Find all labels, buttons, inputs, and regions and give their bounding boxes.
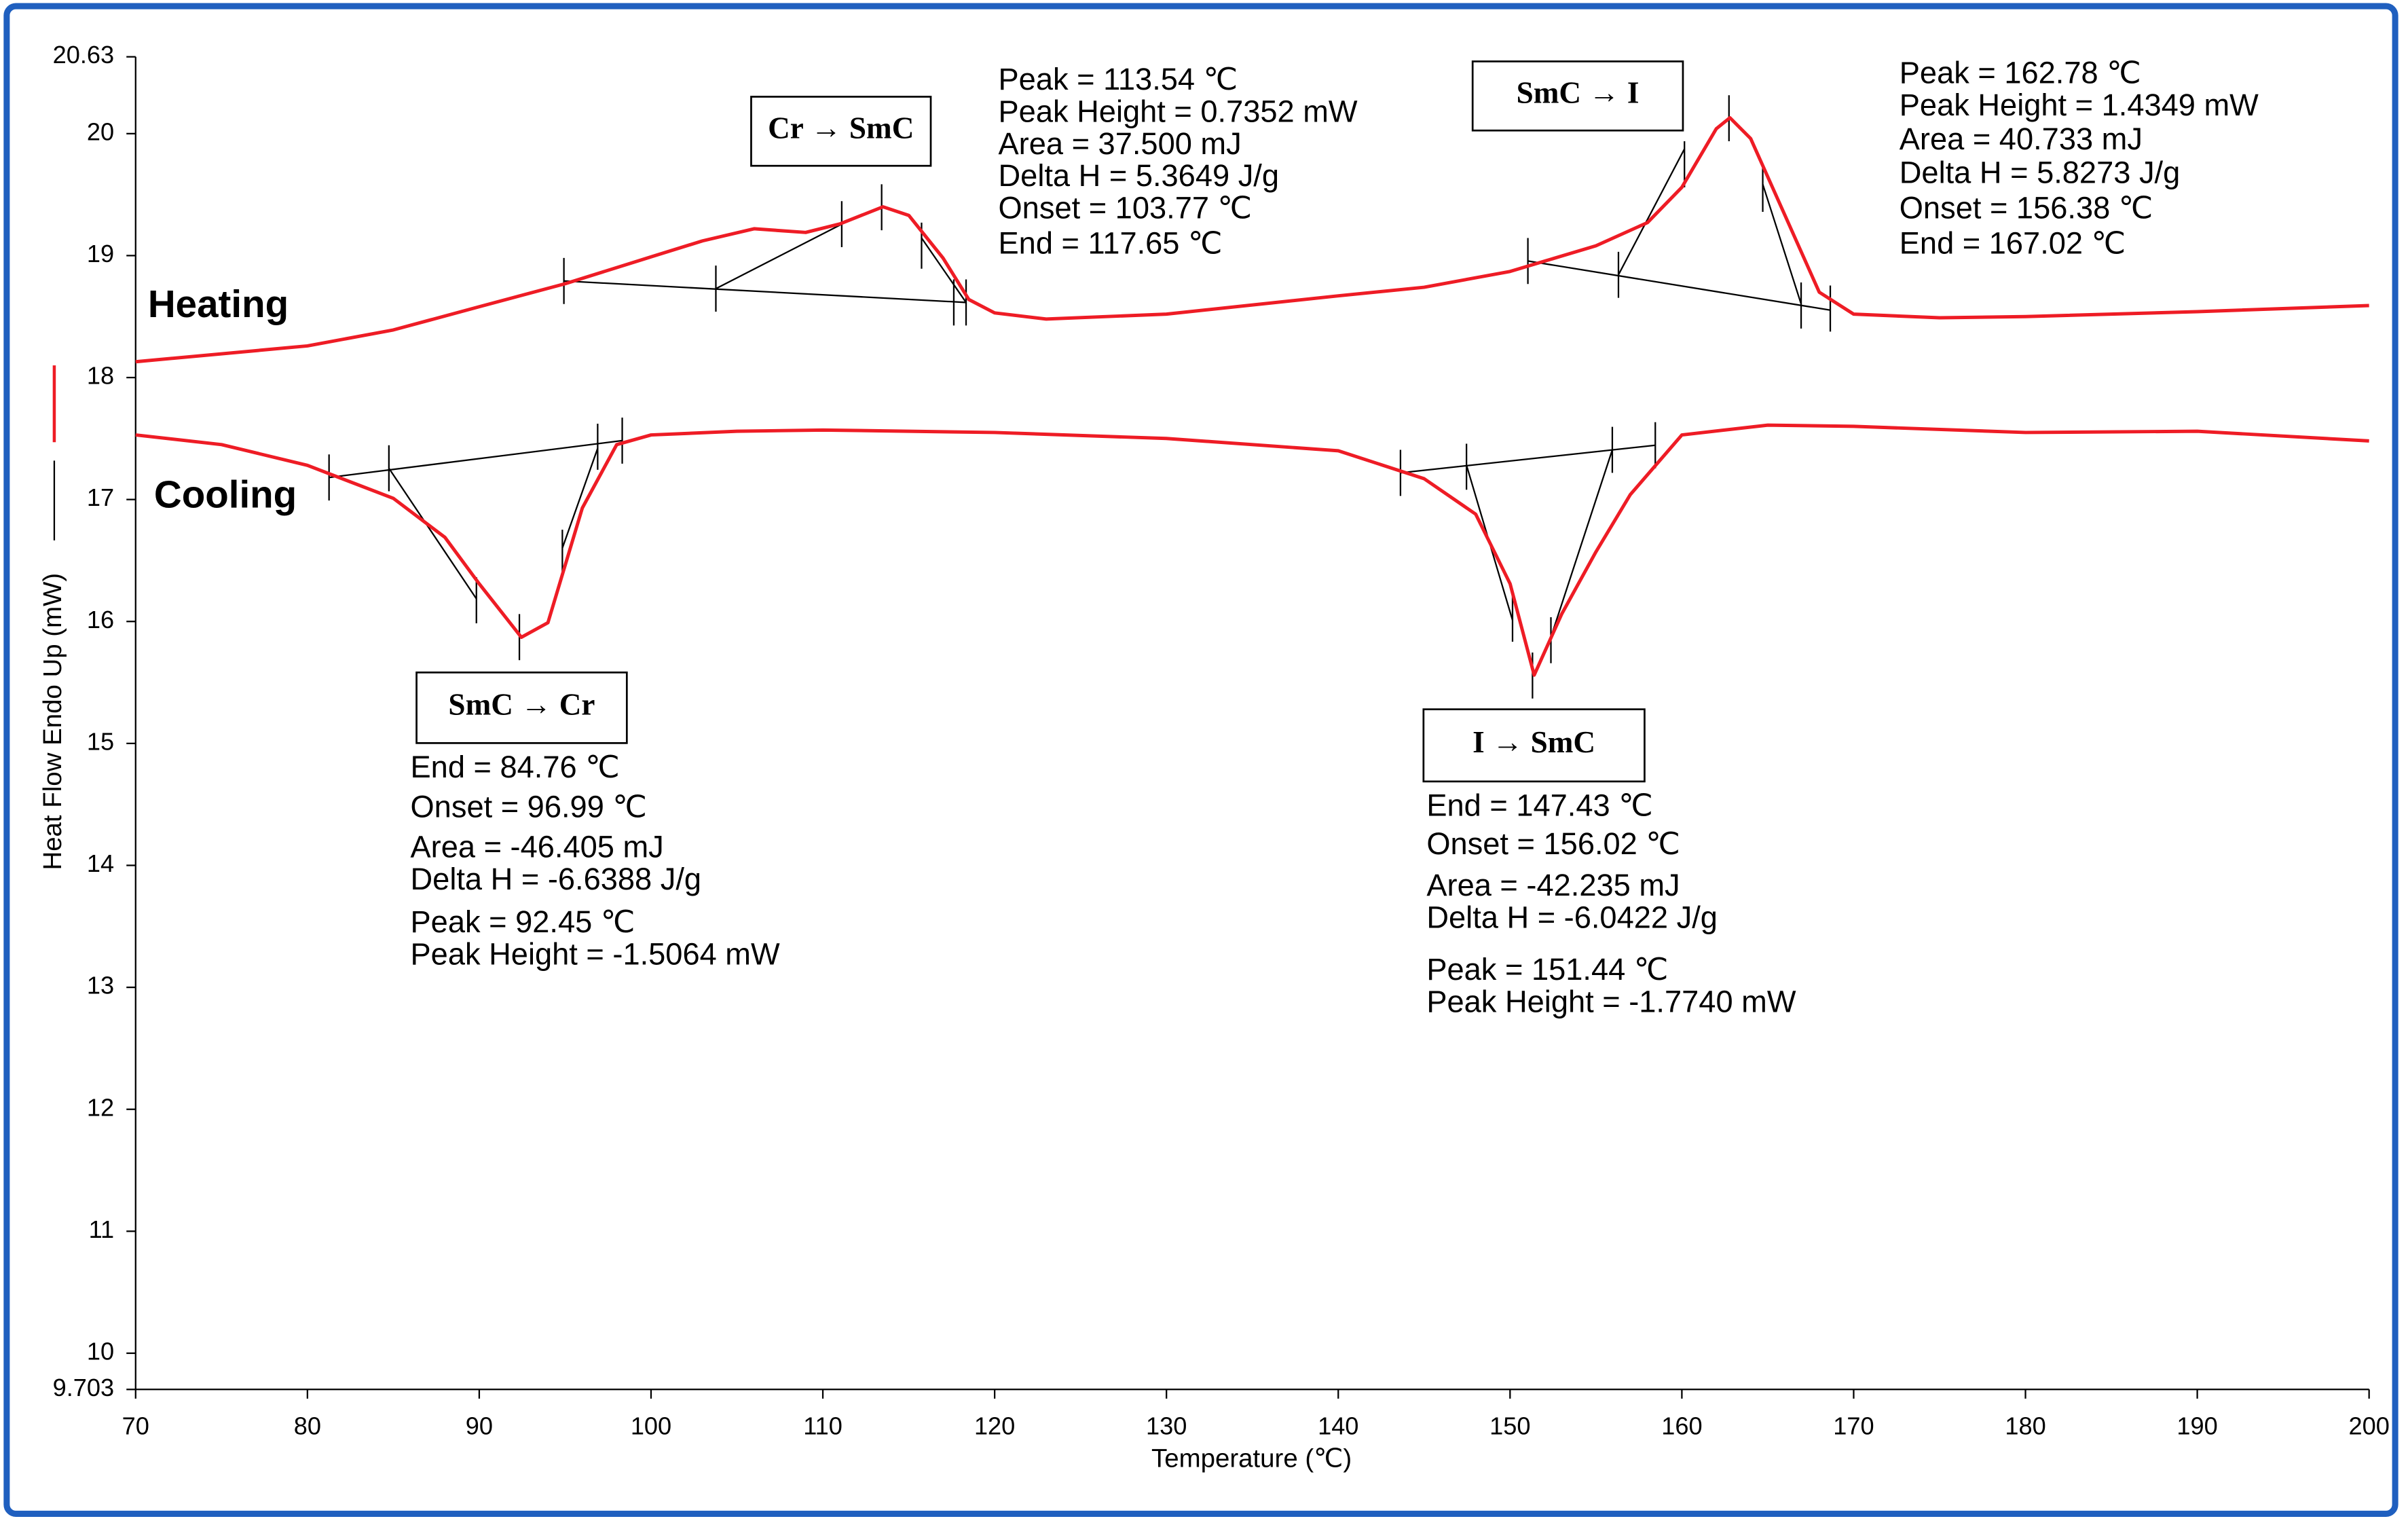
annotation-line: End = 84.76 ℃ <box>411 750 620 784</box>
annotation-line: Delta H = 5.3649 J/g <box>999 158 1280 193</box>
annotation-line: Area = 37.500 mJ <box>999 126 1242 161</box>
x-tick-label: 130 <box>1146 1412 1187 1439</box>
annotation-line: End = 167.02 ℃ <box>1900 226 2126 261</box>
x-tick-label: 80 <box>294 1412 321 1439</box>
x-tick-label: 120 <box>974 1412 1015 1439</box>
x-tick-label: 70 <box>122 1412 149 1439</box>
y-tick-label: 12 <box>87 1093 114 1121</box>
annotation-line: Peak Height = -1.5064 mW <box>411 937 780 972</box>
y-tick-label: 13 <box>87 972 114 999</box>
x-tick-label: 180 <box>2005 1412 2045 1439</box>
x-tick-label: 160 <box>1661 1412 1702 1439</box>
annotation-title: Cr → SmC <box>768 111 914 145</box>
annotation-line: Peak = 92.45 ℃ <box>411 904 635 939</box>
x-tick-label: 190 <box>2177 1412 2217 1439</box>
annotation-box <box>1422 708 1646 783</box>
curve <box>135 423 2369 677</box>
curve <box>135 115 2369 364</box>
frame <box>3 3 2398 1517</box>
y-tick-label: 20.63 <box>53 41 114 69</box>
x-tick-label: 150 <box>1489 1412 1530 1439</box>
y-tick-label: 20 <box>87 117 114 145</box>
annotation-box <box>415 672 628 744</box>
annotation-line: Peak = 162.78 ℃ <box>1900 56 2141 90</box>
annotation-line: Peak Height = -1.7740 mW <box>1426 985 1796 1019</box>
x-tick-label: 200 <box>2349 1412 2390 1439</box>
x-tick-label: 90 <box>466 1412 493 1439</box>
annotation-line: Peak Height = 1.4349 mW <box>1900 88 2259 122</box>
annotation-line: Delta H = -6.0422 J/g <box>1426 900 1718 934</box>
series-label: Heating <box>148 282 289 325</box>
x-tick-label: 170 <box>1833 1412 1874 1439</box>
y-tick-label: 11 <box>89 1215 115 1243</box>
annotation-line: End = 117.65 ℃ <box>999 226 1223 261</box>
y-tick-label: 9.703 <box>53 1374 114 1401</box>
annotation-line: Peak = 151.44 ℃ <box>1426 952 1668 987</box>
series-label: Cooling <box>154 473 297 516</box>
annotation-line: Peak Height = 0.7352 mW <box>999 94 1358 128</box>
y-tick-label: 14 <box>87 849 114 877</box>
annotation-line: Area = -42.235 mJ <box>1426 868 1680 902</box>
annotation-line: Peak = 113.54 ℃ <box>999 62 1238 96</box>
annotation-title: I → SmC <box>1472 725 1595 759</box>
x-tick-label: 100 <box>631 1412 671 1439</box>
annotation-line: Onset = 96.99 ℃ <box>411 790 648 824</box>
annotation-box <box>750 96 932 167</box>
annotation-line: Onset = 156.02 ℃ <box>1426 826 1680 861</box>
x-tick-label: 140 <box>1318 1412 1358 1439</box>
annotation-line: Onset = 103.77 ℃ <box>999 191 1253 225</box>
annotation-title: SmC → I <box>1517 76 1640 110</box>
annotation-box <box>1471 60 1684 132</box>
annotation-line: Area = 40.733 mJ <box>1900 122 2143 156</box>
annotation-line: Onset = 156.38 ℃ <box>1900 191 2153 225</box>
annotation-line: Area = -46.405 mJ <box>411 829 664 864</box>
annotation-line: End = 147.43 ℃ <box>1426 788 1653 822</box>
y-tick-label: 17 <box>87 483 114 511</box>
y-tick-label: 16 <box>87 606 114 634</box>
annotation-line: Delta H = -6.6388 J/g <box>411 862 702 896</box>
y-tick-label: 18 <box>87 362 114 390</box>
x-axis-label: Temperature (℃) <box>1151 1444 1352 1473</box>
annotation-title: SmC → Cr <box>448 688 595 722</box>
y-tick-label: 10 <box>87 1337 114 1365</box>
y-axis-label: Heat Flow Endo Up (mW) <box>38 573 67 870</box>
x-tick-label: 110 <box>803 1412 842 1439</box>
y-tick-label: 15 <box>87 727 114 755</box>
y-tick-label: 19 <box>87 240 114 268</box>
annotation-line: Delta H = 5.8273 J/g <box>1900 155 2181 190</box>
